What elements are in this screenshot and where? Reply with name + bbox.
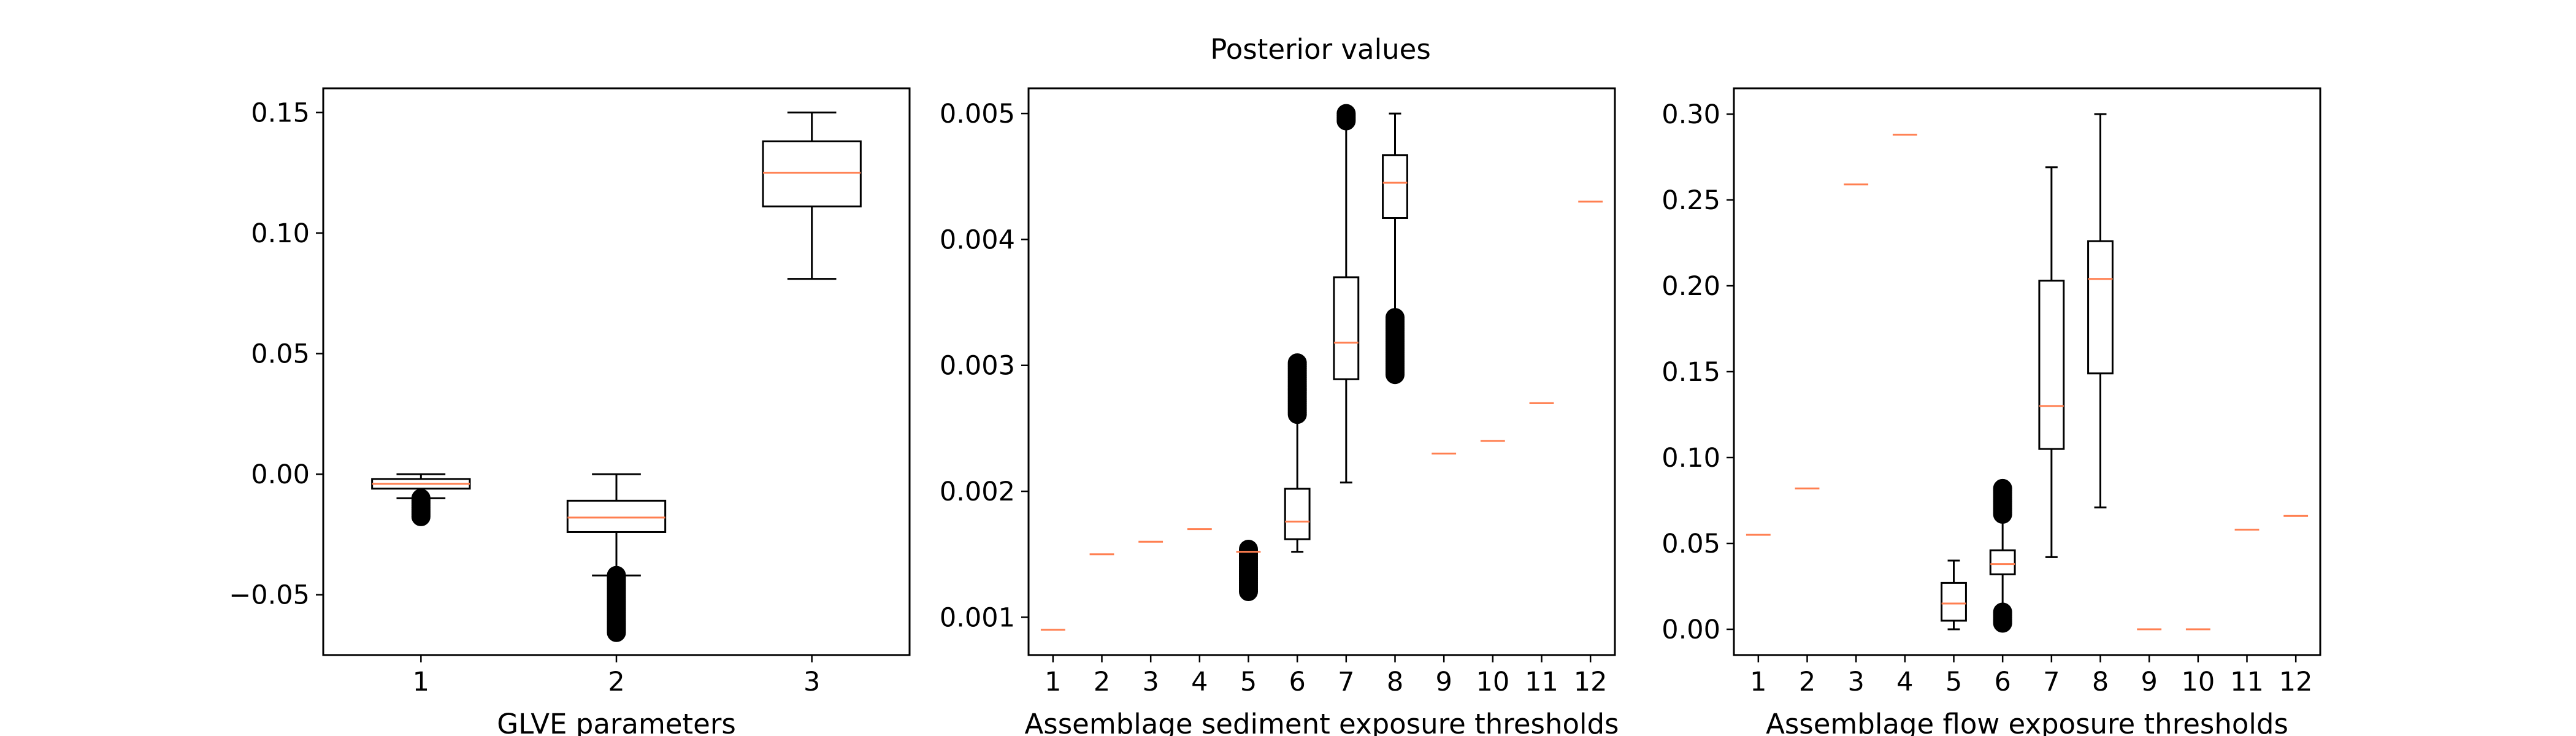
axes-frame bbox=[1027, 87, 1616, 656]
y-tick-label: 0.002 bbox=[940, 477, 1015, 507]
box-5 bbox=[1941, 559, 1967, 631]
x-tick-label: 11 bbox=[1525, 667, 1558, 697]
x-tick-label: 3 bbox=[803, 667, 820, 697]
box-8 bbox=[2087, 113, 2114, 508]
x-tick-label: 9 bbox=[2141, 667, 2157, 697]
box-iqr bbox=[762, 140, 862, 208]
y-tick-label: 0.15 bbox=[251, 98, 310, 128]
y-tick-label: 0.004 bbox=[940, 224, 1015, 255]
x-tick-label: 5 bbox=[1240, 667, 1257, 697]
box-iqr bbox=[1382, 154, 1408, 219]
box-iqr bbox=[1333, 276, 1360, 380]
panel-1: −0.05 0.00 0.05 0.10 0.15 1 2 3 GLVE parameters bbox=[229, 87, 911, 736]
y-tick-label: 0.15 bbox=[1662, 357, 1720, 388]
box-iqr bbox=[1989, 549, 2016, 575]
x-tick-label: 11 bbox=[2230, 667, 2264, 697]
x-tick-label: 12 bbox=[2279, 667, 2313, 697]
box-2 bbox=[566, 473, 667, 642]
y-tick-label: 0.05 bbox=[251, 339, 310, 370]
box-iqr bbox=[1941, 581, 1967, 622]
box-6 bbox=[1284, 353, 1311, 553]
box-6 bbox=[1989, 478, 2016, 633]
y-tick-label: 0.25 bbox=[1662, 185, 1720, 216]
flier-point bbox=[411, 507, 431, 526]
x-tick-label: 4 bbox=[1896, 667, 1913, 697]
box-5 bbox=[1236, 540, 1261, 602]
x-tick-label: 5 bbox=[1945, 667, 1962, 697]
y-tick-label: 0.30 bbox=[1662, 99, 1720, 130]
y-tick-label: 0.10 bbox=[251, 218, 310, 249]
x-tick-label: 7 bbox=[1338, 667, 1354, 697]
x-tick-label: 6 bbox=[1289, 667, 1305, 697]
x-tick-label: 3 bbox=[1142, 667, 1159, 697]
x-tick-label: 2 bbox=[608, 667, 624, 697]
x-tick-label: 8 bbox=[2092, 667, 2109, 697]
flier-point bbox=[607, 623, 626, 642]
y-tick-label: 0.00 bbox=[251, 459, 310, 490]
box-1 bbox=[371, 473, 471, 526]
x-axis-label: GLVE parameters bbox=[497, 708, 736, 736]
x-axis-label: Assemblage sediment exposure thresholds bbox=[1024, 708, 1619, 736]
y-tick-label: 0.10 bbox=[1662, 443, 1720, 473]
y-tick-label: 0.20 bbox=[1662, 271, 1720, 302]
x-tick-label: 3 bbox=[1847, 667, 1864, 697]
x-tick-label: 12 bbox=[1574, 667, 1608, 697]
box-iqr bbox=[566, 499, 667, 533]
figure-title: Posterior values bbox=[1210, 33, 1431, 66]
x-tick-label: 2 bbox=[1799, 667, 1815, 697]
box-iqr bbox=[1284, 488, 1311, 540]
box-7 bbox=[1333, 104, 1360, 484]
box-7 bbox=[2038, 166, 2065, 558]
y-tick-label: −0.05 bbox=[229, 580, 310, 611]
flier-point bbox=[1993, 613, 2012, 633]
y-tick-label: 0.001 bbox=[940, 602, 1015, 633]
flier-point bbox=[1239, 582, 1258, 602]
x-tick-label: 1 bbox=[413, 667, 429, 697]
x-tick-label: 10 bbox=[1476, 667, 1509, 697]
x-axis-label: Assemblage flow exposure thresholds bbox=[1766, 708, 2288, 736]
x-tick-label: 10 bbox=[2181, 667, 2215, 697]
x-tick-label: 6 bbox=[1994, 667, 2011, 697]
x-tick-label: 9 bbox=[1435, 667, 1452, 697]
box-3 bbox=[762, 111, 862, 280]
x-tick-label: 2 bbox=[1094, 667, 1110, 697]
panel-3: 0.000.050.100.150.200.250.301 2 3 4 5 6 7 8 9 10 1… bbox=[1662, 87, 2321, 736]
y-tick-label: 0.00 bbox=[1662, 615, 1720, 645]
box-iqr bbox=[2087, 240, 2114, 375]
x-tick-label: 8 bbox=[1387, 667, 1403, 697]
y-tick-label: 0.05 bbox=[1662, 529, 1720, 559]
box-8 bbox=[1382, 112, 1408, 385]
y-tick-label: 0.003 bbox=[940, 351, 1015, 381]
x-tick-label: 4 bbox=[1191, 667, 1208, 697]
x-tick-label: 1 bbox=[1045, 667, 1061, 697]
x-tick-label: 1 bbox=[1750, 667, 1766, 697]
box-iqr bbox=[2038, 280, 2065, 450]
y-tick-label: 0.005 bbox=[940, 99, 1015, 129]
x-tick-label: 7 bbox=[2043, 667, 2060, 697]
